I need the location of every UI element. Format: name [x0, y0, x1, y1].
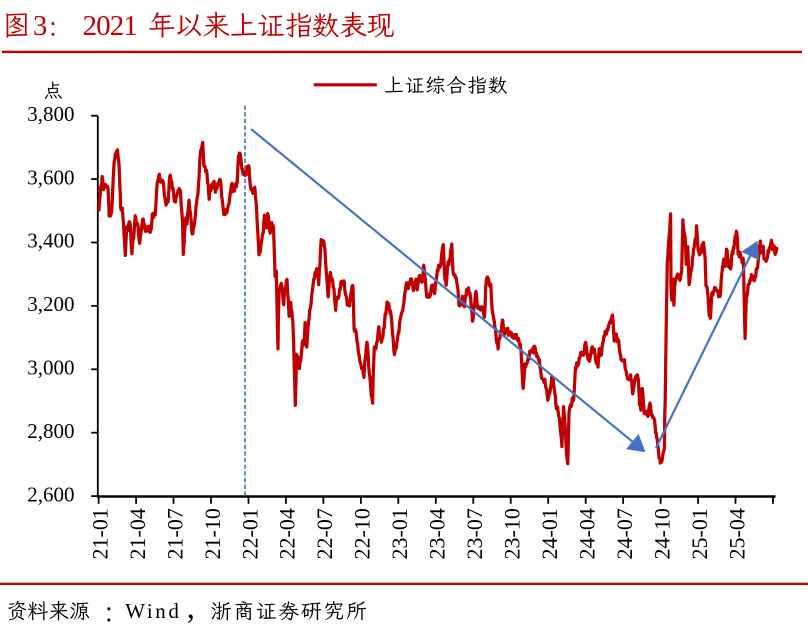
svg-text:3,600: 3,600	[27, 165, 74, 189]
svg-text:21-07: 21-07	[162, 508, 187, 559]
svg-text:24-10: 24-10	[649, 508, 674, 559]
svg-text:2,600: 2,600	[27, 482, 74, 506]
svg-text:25-04: 25-04	[724, 508, 749, 559]
svg-text:23-01: 23-01	[387, 508, 412, 559]
svg-text:25-01: 25-01	[687, 508, 712, 559]
svg-text:23-10: 23-10	[500, 508, 525, 559]
svg-text:3: 3	[33, 10, 48, 42]
svg-text:22-10: 22-10	[350, 508, 375, 559]
svg-text:2021: 2021	[83, 10, 137, 42]
svg-text:2,800: 2,800	[27, 419, 74, 443]
svg-text:24-07: 24-07	[612, 508, 637, 559]
svg-text:22-04: 22-04	[275, 508, 300, 559]
svg-text:23-04: 23-04	[425, 508, 450, 559]
svg-text:22-07: 22-07	[312, 508, 337, 559]
svg-text:23-07: 23-07	[462, 508, 487, 559]
svg-text:3,000: 3,000	[27, 356, 74, 380]
svg-text:24-01: 24-01	[537, 508, 562, 559]
svg-text:3,400: 3,400	[27, 229, 74, 253]
svg-text:21-04: 21-04	[125, 508, 150, 559]
svg-text:3,200: 3,200	[27, 292, 74, 316]
svg-text:,: ,	[187, 590, 195, 626]
svg-text:24-04: 24-04	[575, 508, 600, 559]
svg-text:21-10: 21-10	[200, 508, 225, 559]
svg-text:22-01: 22-01	[237, 508, 262, 559]
svg-text:3,800: 3,800	[27, 102, 74, 126]
svg-text:21-01: 21-01	[87, 508, 112, 559]
svg-text:Wind: Wind	[125, 599, 181, 623]
